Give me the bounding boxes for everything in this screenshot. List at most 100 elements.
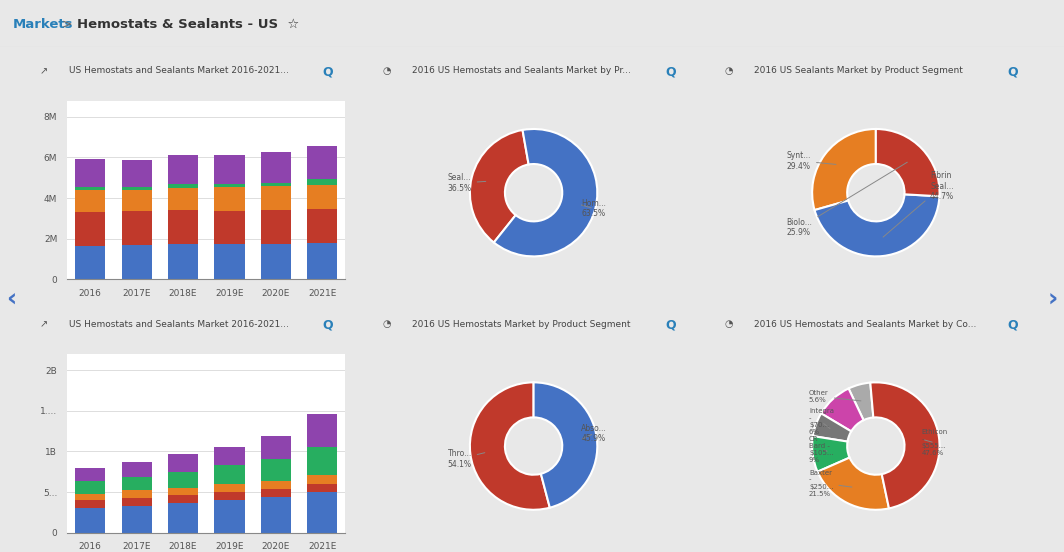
Bar [307, 492, 337, 533]
Text: Biolo...
25.9%: Biolo... 25.9% [786, 162, 908, 237]
Bar [214, 492, 245, 500]
Bar [168, 488, 198, 495]
Bar [261, 183, 290, 186]
Bar [76, 190, 105, 213]
Wedge shape [470, 383, 550, 510]
Wedge shape [821, 389, 864, 431]
Bar [307, 243, 337, 279]
Bar [121, 506, 152, 533]
Bar [214, 188, 245, 211]
Bar [307, 447, 337, 475]
Text: Q: Q [665, 319, 676, 331]
Bar [261, 497, 290, 533]
Text: Markets: Markets [13, 18, 73, 31]
Text: Ethicon
-
$555...
47.6%: Ethicon - $555... 47.6% [921, 429, 948, 457]
Bar [261, 481, 290, 489]
Text: ↗: ↗ [39, 66, 48, 76]
Bar [168, 184, 198, 188]
Bar [121, 476, 152, 490]
Bar [307, 209, 337, 243]
Wedge shape [494, 129, 597, 257]
Bar [121, 187, 152, 190]
Text: >: > [62, 18, 72, 31]
Bar [76, 468, 105, 481]
Text: ‹: ‹ [6, 288, 17, 311]
Wedge shape [817, 458, 890, 510]
Bar [76, 500, 105, 508]
Bar [261, 489, 290, 497]
Text: ›: › [1047, 288, 1058, 311]
Text: ◔: ◔ [725, 66, 733, 76]
Bar [121, 245, 152, 279]
Text: 2016 US Hemostats Market by Product Segment: 2016 US Hemostats Market by Product Segm… [412, 320, 630, 329]
Bar [261, 436, 290, 459]
Text: Seal...
36.5%: Seal... 36.5% [448, 173, 486, 193]
Wedge shape [470, 130, 529, 242]
Bar [76, 481, 105, 493]
Bar [261, 459, 290, 481]
Bar [261, 186, 290, 210]
Bar [214, 211, 245, 245]
Bar [76, 160, 105, 188]
Text: Q: Q [322, 65, 333, 78]
Bar [307, 146, 337, 179]
Bar [121, 498, 152, 506]
Bar [76, 213, 105, 246]
Text: ◔: ◔ [382, 66, 390, 76]
Text: Fibrin
Seal...
44.7%: Fibrin Seal... 44.7% [883, 172, 954, 237]
Bar [168, 472, 198, 488]
Text: ↗: ↗ [39, 320, 48, 330]
Bar [261, 152, 290, 183]
Bar [168, 188, 198, 210]
Text: Baxter
-
$250...
21.5%: Baxter - $250... 21.5% [809, 470, 852, 496]
Bar [214, 155, 245, 184]
Text: Hemostats & Sealants - US  ☆: Hemostats & Sealants - US ☆ [77, 18, 299, 31]
Bar [121, 160, 152, 187]
Text: 2016 US Sealants Market by Product Segment: 2016 US Sealants Market by Product Segme… [754, 66, 963, 76]
Bar [261, 210, 290, 244]
Text: US Hemostats and Sealants Market 2016-2021...: US Hemostats and Sealants Market 2016-20… [69, 66, 289, 76]
Text: 2016 US Hemostats and Sealants Market by Co...: 2016 US Hemostats and Sealants Market by… [754, 320, 977, 329]
Bar [121, 211, 152, 245]
Bar [168, 210, 198, 244]
Bar [214, 447, 245, 465]
Wedge shape [812, 129, 876, 210]
Bar [168, 495, 198, 503]
Wedge shape [870, 383, 940, 508]
Text: CR
Bard -
$105...
9%: CR Bard - $105... 9% [809, 436, 833, 463]
Bar [261, 244, 290, 279]
Bar [76, 246, 105, 279]
Bar [214, 245, 245, 279]
Bar [168, 454, 198, 472]
Bar [214, 465, 245, 484]
Bar [307, 484, 337, 492]
Text: ◔: ◔ [725, 320, 733, 330]
Bar [214, 184, 245, 188]
Bar [307, 414, 337, 447]
Text: 2016 US Hemostats and Sealants Market by Pr...: 2016 US Hemostats and Sealants Market by… [412, 66, 631, 76]
Text: Integra
-
$70...
6%: Integra - $70... 6% [809, 408, 834, 436]
Bar [121, 190, 152, 211]
Bar [168, 156, 198, 184]
Text: Q: Q [322, 319, 333, 331]
Bar [76, 493, 105, 500]
Text: Q: Q [1008, 65, 1018, 78]
Text: Other
5.6%: Other 5.6% [809, 390, 861, 403]
Text: Q: Q [665, 65, 676, 78]
Bar [168, 503, 198, 533]
Text: US Hemostats and Sealants Market 2016-2021...: US Hemostats and Sealants Market 2016-20… [69, 320, 289, 329]
Wedge shape [876, 129, 940, 197]
Wedge shape [812, 436, 849, 472]
Bar [214, 500, 245, 533]
Wedge shape [815, 194, 940, 257]
Bar [168, 244, 198, 279]
Bar [307, 185, 337, 209]
Text: ◔: ◔ [382, 320, 390, 330]
Bar [307, 179, 337, 185]
Text: Hom...
63.5%: Hom... 63.5% [581, 199, 606, 219]
Text: Abso...
45.9%: Abso... 45.9% [581, 423, 608, 443]
Bar [307, 475, 337, 484]
Wedge shape [849, 383, 874, 420]
Wedge shape [534, 383, 597, 508]
Text: Thro...
54.1%: Thro... 54.1% [448, 449, 485, 469]
